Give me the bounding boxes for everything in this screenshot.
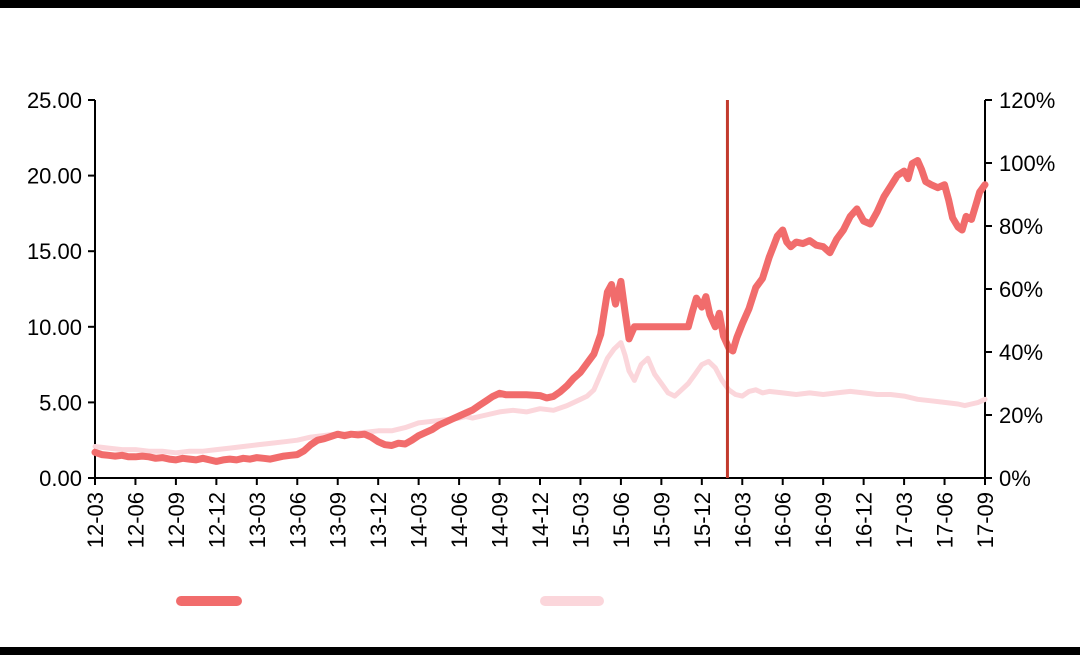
x-axis-tick-label: 12-12 <box>204 492 229 548</box>
x-axis-tick-label: 12-09 <box>164 492 189 548</box>
x-axis-tick-label: 16-06 <box>771 492 796 548</box>
left-axis-tick-label: 0.00 <box>39 466 82 491</box>
x-axis-tick-label: 13-03 <box>245 492 270 548</box>
x-axis-tick-label: 14-12 <box>528 492 553 548</box>
red-series <box>91 157 989 465</box>
x-axis-tick-label: 15-03 <box>568 492 593 548</box>
left-axis-tick-label: 20.00 <box>27 164 82 189</box>
x-axis-tick-label: 17-06 <box>933 492 958 548</box>
left-axis-tick-label: 5.00 <box>39 390 82 415</box>
right-axis-tick-label: 60% <box>999 277 1043 302</box>
left-axis-tick-label: 10.00 <box>27 315 82 340</box>
right-axis-tick-label: 100% <box>999 151 1055 176</box>
x-axis-tick-label: 12-06 <box>123 492 148 548</box>
x-axis-tick-label: 14-09 <box>488 492 513 548</box>
right-axis-tick-label: 20% <box>999 403 1043 428</box>
x-axis-tick-label: 16-09 <box>811 492 836 548</box>
x-axis-tick-label: 15-06 <box>609 492 634 548</box>
left-axis-tick-label: 15.00 <box>27 239 82 264</box>
right-axis-tick-label: 80% <box>999 214 1043 239</box>
pink-series <box>92 340 988 456</box>
legend-swatch-red-series <box>176 596 242 606</box>
x-axis-tick-label: 15-12 <box>690 492 715 548</box>
bottom-black-bar <box>0 647 1080 655</box>
right-axis-tick-label: 120% <box>999 88 1055 113</box>
x-axis-tick-label: 13-09 <box>326 492 351 548</box>
x-axis-tick-label: 16-12 <box>852 492 877 548</box>
x-axis-tick-label: 14-03 <box>407 492 432 548</box>
chart-legend <box>0 596 1080 610</box>
right-axis-tick-label: 0% <box>999 466 1031 491</box>
x-axis-tick-label: 15-09 <box>649 492 674 548</box>
right-axis-tick-label: 40% <box>999 340 1043 365</box>
x-axis-tick-label: 13-12 <box>366 492 391 548</box>
x-axis-tick-label: 16-03 <box>730 492 755 548</box>
x-axis-tick-label: 17-03 <box>892 492 917 548</box>
legend-swatch-pink-series <box>540 596 604 606</box>
top-black-bar <box>0 0 1080 8</box>
x-axis-tick-label: 12-03 <box>83 492 108 548</box>
x-axis-tick-label: 17-09 <box>973 492 998 548</box>
x-axis-tick-label: 14-06 <box>447 492 472 548</box>
left-axis-tick-label: 25.00 <box>27 88 82 113</box>
x-axis-tick-label: 13-06 <box>285 492 310 548</box>
